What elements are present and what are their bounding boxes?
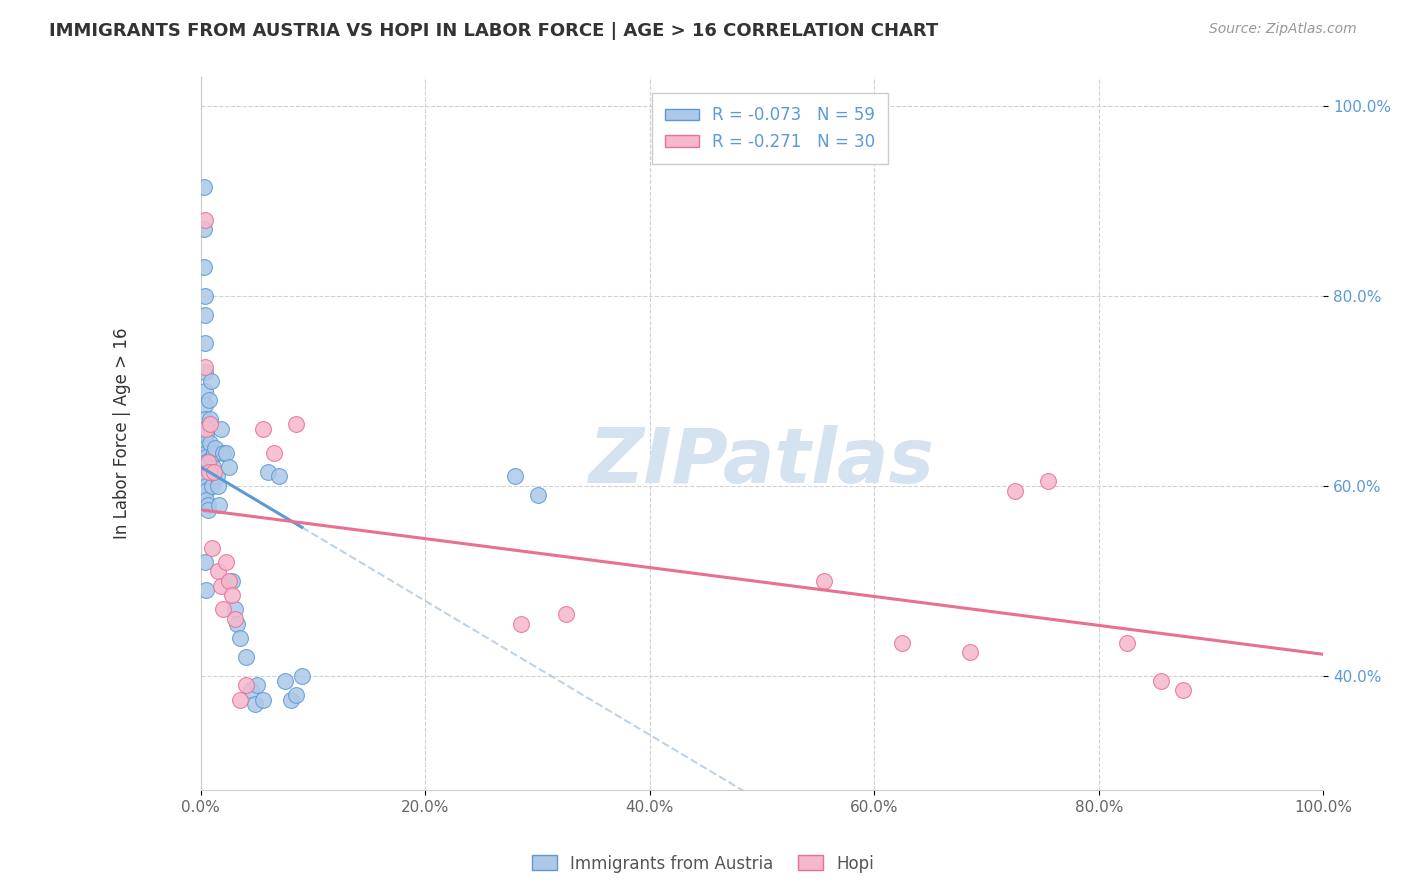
Point bbox=[194, 308, 217, 322]
Point bbox=[209, 422, 232, 436]
Point bbox=[194, 422, 217, 436]
Point bbox=[235, 678, 257, 692]
Point bbox=[195, 583, 218, 598]
Text: Source: ZipAtlas.com: Source: ZipAtlas.com bbox=[1209, 22, 1357, 37]
Point bbox=[195, 422, 218, 436]
Point bbox=[200, 375, 222, 389]
Point bbox=[207, 565, 229, 579]
Point bbox=[221, 588, 243, 602]
Point bbox=[193, 260, 215, 275]
Point bbox=[197, 502, 219, 516]
Point bbox=[225, 616, 247, 631]
Point bbox=[194, 289, 217, 303]
Point bbox=[194, 555, 217, 569]
Point bbox=[285, 417, 308, 431]
Text: IMMIGRANTS FROM AUSTRIA VS HOPI IN LABOR FORCE | AGE > 16 CORRELATION CHART: IMMIGRANTS FROM AUSTRIA VS HOPI IN LABOR… bbox=[49, 22, 938, 40]
Point bbox=[194, 365, 217, 379]
Point bbox=[209, 579, 232, 593]
Point bbox=[813, 574, 835, 588]
Point bbox=[269, 469, 291, 483]
Point bbox=[193, 222, 215, 236]
Point bbox=[198, 417, 221, 431]
Legend: Immigrants from Austria, Hopi: Immigrants from Austria, Hopi bbox=[524, 848, 882, 880]
Point bbox=[205, 469, 228, 483]
Point bbox=[202, 445, 225, 459]
Point bbox=[214, 445, 236, 459]
Point bbox=[214, 555, 236, 569]
Y-axis label: In Labor Force | Age > 16: In Labor Force | Age > 16 bbox=[114, 328, 131, 540]
Point bbox=[526, 488, 548, 502]
Point bbox=[207, 479, 229, 493]
Point bbox=[204, 441, 226, 455]
Point bbox=[218, 574, 240, 588]
Point bbox=[285, 688, 308, 702]
Point bbox=[195, 469, 218, 483]
Point bbox=[235, 649, 257, 664]
Point bbox=[246, 678, 269, 692]
Point bbox=[212, 602, 235, 616]
Point bbox=[197, 498, 219, 512]
Point bbox=[212, 445, 235, 459]
Point bbox=[201, 450, 224, 465]
Point bbox=[197, 465, 219, 479]
Point bbox=[201, 541, 224, 555]
Point bbox=[202, 459, 225, 474]
Point bbox=[198, 436, 221, 450]
Point bbox=[224, 612, 246, 626]
Point bbox=[1171, 683, 1194, 698]
Point bbox=[194, 398, 217, 412]
Point bbox=[195, 455, 218, 469]
Point bbox=[509, 616, 531, 631]
Point bbox=[197, 455, 219, 469]
Point bbox=[252, 422, 274, 436]
Point bbox=[194, 360, 217, 375]
Point bbox=[1149, 673, 1171, 688]
Point bbox=[195, 436, 218, 450]
Point bbox=[195, 445, 218, 459]
Point bbox=[229, 631, 252, 645]
Point bbox=[229, 692, 252, 706]
Point bbox=[274, 673, 297, 688]
Legend: R = -0.073   N = 59, R = -0.271   N = 30: R = -0.073 N = 59, R = -0.271 N = 30 bbox=[652, 93, 889, 164]
Point bbox=[221, 574, 243, 588]
Point bbox=[198, 412, 221, 426]
Point bbox=[195, 441, 218, 455]
Point bbox=[1115, 635, 1137, 649]
Point bbox=[195, 483, 218, 498]
Point bbox=[195, 493, 218, 508]
Point bbox=[243, 698, 266, 712]
Point bbox=[202, 465, 225, 479]
Point bbox=[224, 602, 246, 616]
Point bbox=[503, 469, 526, 483]
Point bbox=[195, 479, 218, 493]
Point bbox=[554, 607, 576, 621]
Text: ZIPatlas: ZIPatlas bbox=[589, 425, 935, 500]
Point bbox=[280, 692, 302, 706]
Point bbox=[263, 445, 285, 459]
Point bbox=[195, 450, 218, 465]
Point bbox=[201, 479, 224, 493]
Point bbox=[194, 213, 217, 227]
Point bbox=[195, 426, 218, 441]
Point bbox=[1004, 483, 1026, 498]
Point bbox=[218, 459, 240, 474]
Point bbox=[959, 645, 981, 659]
Point bbox=[1038, 474, 1060, 488]
Point bbox=[291, 669, 314, 683]
Point bbox=[252, 692, 274, 706]
Point bbox=[194, 336, 217, 351]
Point bbox=[197, 393, 219, 408]
Point bbox=[194, 384, 217, 398]
Point bbox=[194, 412, 217, 426]
Point bbox=[208, 498, 231, 512]
Point bbox=[257, 465, 280, 479]
Point bbox=[891, 635, 914, 649]
Point bbox=[193, 179, 215, 194]
Point bbox=[240, 683, 263, 698]
Point bbox=[195, 459, 218, 474]
